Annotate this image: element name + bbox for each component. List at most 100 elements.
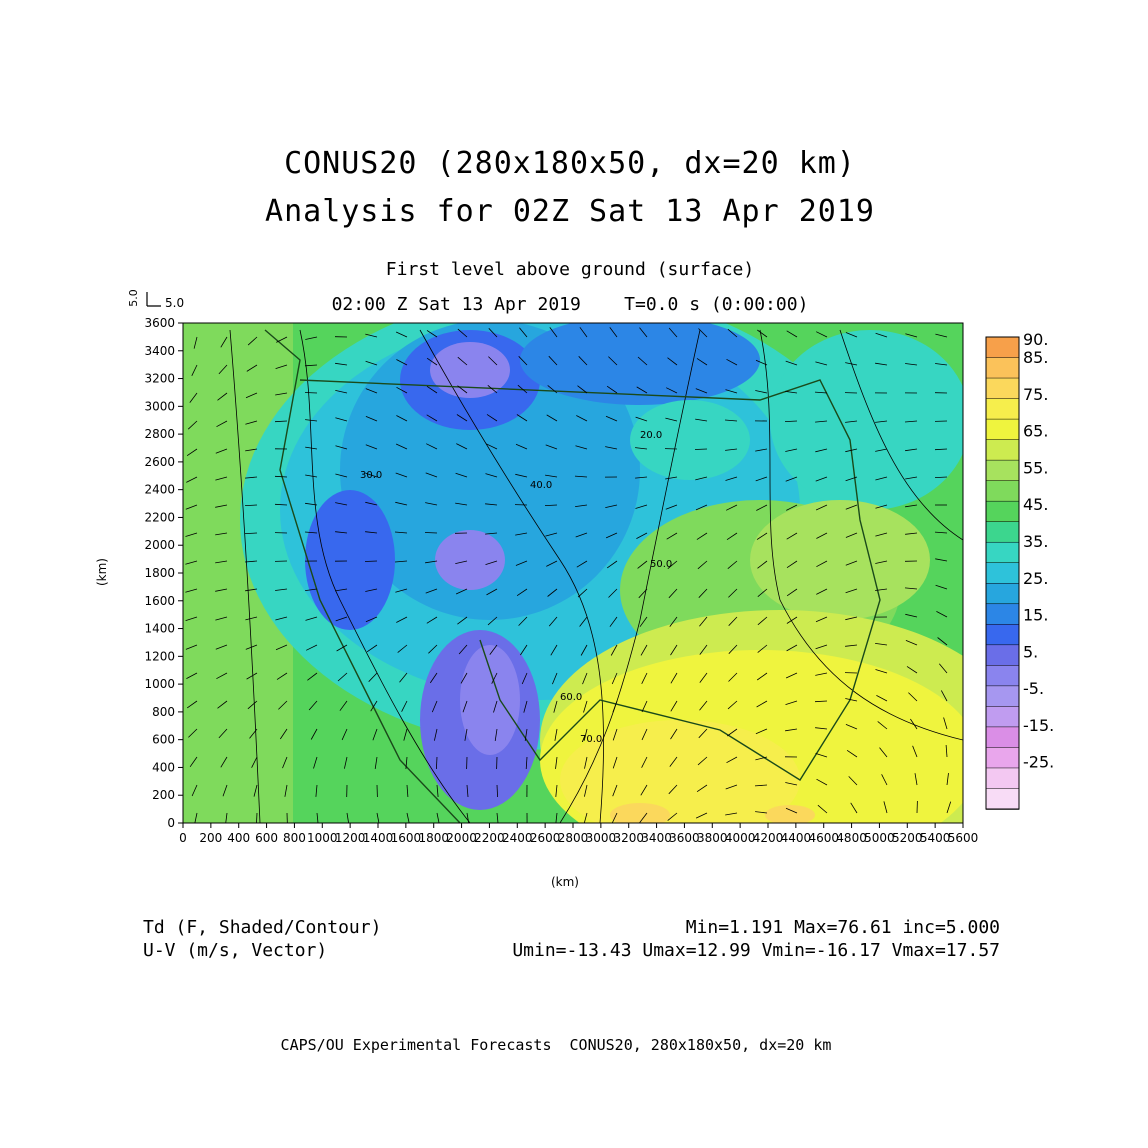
wind-vector xyxy=(905,640,918,646)
wind-vector xyxy=(460,672,468,684)
wind-vector xyxy=(365,616,378,623)
colorbar-swatch xyxy=(985,357,1020,379)
wind-vector xyxy=(217,392,228,401)
wind-vector xyxy=(699,644,708,655)
wind-vector xyxy=(304,364,318,367)
wind-vector xyxy=(936,611,948,618)
wind-vector xyxy=(699,700,708,711)
wind-vector xyxy=(364,560,378,562)
wind-vector xyxy=(755,756,768,761)
wind-vector xyxy=(247,700,258,710)
wind-vector xyxy=(520,644,528,656)
wind-vector xyxy=(275,364,288,369)
wind-vector xyxy=(756,532,768,540)
wind-vector xyxy=(786,616,798,624)
wind-vector xyxy=(216,420,228,428)
wind-vector xyxy=(515,532,528,536)
colorbar-swatch xyxy=(985,747,1020,769)
wind-vector xyxy=(396,616,408,623)
wind-vector xyxy=(845,420,858,423)
y-tick-label: 1200 xyxy=(144,649,175,663)
wind-vector xyxy=(641,672,648,684)
x-tick-label: 1200 xyxy=(335,831,366,845)
x-tick-label: 400 xyxy=(227,831,250,845)
dewpoint-contour xyxy=(559,329,701,823)
wind-vector xyxy=(637,356,648,366)
wind-vector xyxy=(186,700,198,709)
wind-vector xyxy=(335,390,348,394)
wind-vector xyxy=(639,616,648,627)
wind-vector xyxy=(456,414,468,422)
wind-vector xyxy=(365,588,378,592)
x-tick-label: 2200 xyxy=(474,831,505,845)
wind-vector xyxy=(517,384,528,394)
wind-vector xyxy=(253,784,258,797)
wind-vector xyxy=(667,357,678,366)
x-tick-label: 3200 xyxy=(613,831,644,845)
reference-vector xyxy=(146,292,161,307)
x-tick-label: 2400 xyxy=(502,831,533,845)
level-subtitle: First level above ground (surface) xyxy=(385,259,755,280)
x-tick-label: 600 xyxy=(255,831,278,845)
wind-vector xyxy=(339,700,348,711)
wind-vector xyxy=(815,361,828,366)
wind-vector xyxy=(905,363,918,366)
wind-vector xyxy=(485,473,498,478)
contour-label: 30.0 xyxy=(360,470,382,481)
wind-vector xyxy=(457,328,468,338)
wind-vector xyxy=(816,588,828,595)
wind-vector xyxy=(245,616,258,621)
y-tick-label: 0 xyxy=(167,816,175,830)
colorbar-frame xyxy=(985,336,1020,810)
y-tick-label: 2000 xyxy=(144,538,175,552)
wind-vector xyxy=(436,784,439,798)
wind-vector xyxy=(945,744,948,758)
wind-vector xyxy=(406,784,409,798)
wind-vector xyxy=(605,504,618,508)
wind-vector xyxy=(193,336,198,349)
wind-vector xyxy=(699,616,708,627)
wind-vector xyxy=(846,749,858,758)
wind-vector xyxy=(665,476,678,480)
dewpoint-contour xyxy=(419,329,605,823)
colorbar-swatch xyxy=(985,644,1020,667)
wind-vector xyxy=(666,532,678,540)
colorbar-swatch xyxy=(985,788,1020,810)
wind-vector xyxy=(256,812,258,823)
wind-vector xyxy=(396,386,408,394)
wind-vector xyxy=(695,476,708,481)
wind-vector xyxy=(697,756,708,766)
wind-vector xyxy=(875,476,888,481)
wind-vector xyxy=(725,812,738,816)
dewpoint-region xyxy=(765,805,815,823)
x-tick-label: 4000 xyxy=(725,831,756,845)
wind-vector xyxy=(457,385,468,394)
wind-vector xyxy=(726,532,738,541)
wind-vector xyxy=(612,728,618,741)
wind-vector xyxy=(547,385,558,394)
wind-vector xyxy=(940,690,948,702)
wind-vector xyxy=(815,504,828,511)
wind-vector xyxy=(494,728,498,741)
wind-vector xyxy=(188,728,198,738)
wind-vector xyxy=(425,472,438,478)
wind-vector xyxy=(335,616,348,622)
wind-vector xyxy=(313,756,318,769)
wind-vector xyxy=(335,362,348,366)
wind-vector xyxy=(608,588,618,598)
wind-vector xyxy=(191,364,198,376)
wind-vector xyxy=(403,728,408,741)
wind-vector xyxy=(668,588,678,599)
wind-vector xyxy=(815,448,828,453)
wind-vector xyxy=(185,504,198,510)
wind-vector xyxy=(279,728,288,740)
wind-vector xyxy=(696,358,708,366)
colorbar-swatch xyxy=(985,377,1020,400)
wind-vector xyxy=(612,784,618,797)
wind-vector xyxy=(905,613,918,618)
wind-vector xyxy=(310,728,318,740)
wind-vector xyxy=(244,476,258,479)
x-tick-label: 800 xyxy=(283,831,306,845)
wind-vector xyxy=(515,473,528,478)
wind-vector xyxy=(485,560,498,565)
